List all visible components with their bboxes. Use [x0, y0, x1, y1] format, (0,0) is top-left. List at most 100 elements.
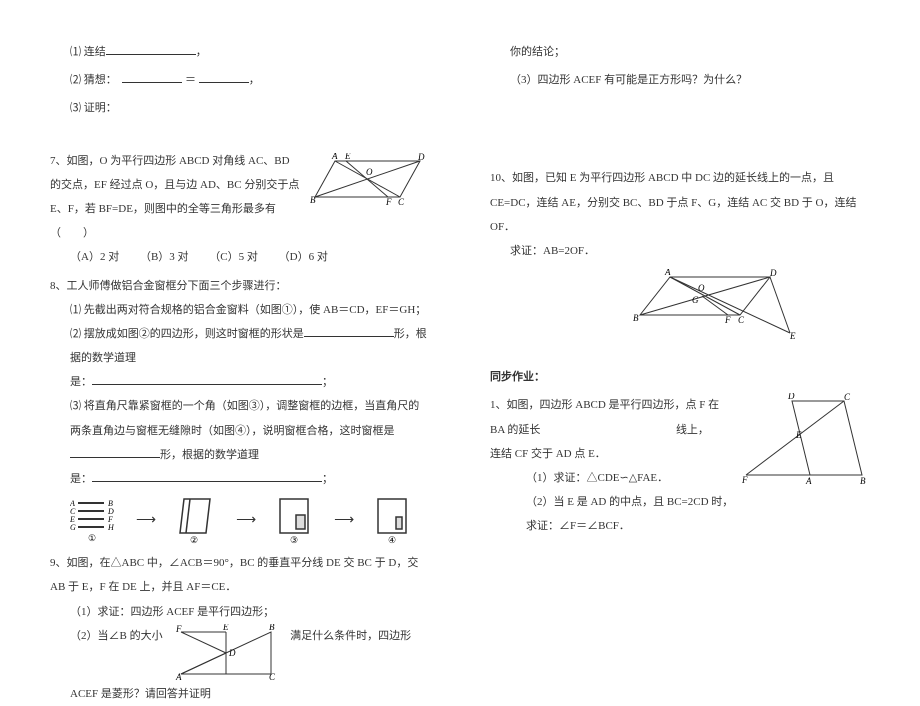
window-fig2: ②: [176, 497, 216, 545]
text: ⑴ 连结: [70, 46, 106, 58]
svg-text:C: C: [844, 393, 851, 402]
q9-cont1: 你的结论；: [490, 40, 870, 64]
hw1-diagram: D C F A B E: [740, 393, 870, 489]
text: ⑵ 摆放成如图②的四边形，则这时窗框的形状是: [70, 328, 304, 340]
choice-a: （A）2 对: [70, 251, 119, 263]
hw1-figure: D C F A B E: [740, 393, 870, 489]
homework-title: 同步作业：: [490, 365, 870, 389]
q1-part2: ⑵ 猜想： ＝ ，: [50, 68, 430, 92]
choice-c: （C）5 对: [209, 251, 258, 263]
q8-step3: ⑶ 将直角尺靠紧窗框的一个角（如图③），调整窗框的边框，当直角尺的两条直角边与窗…: [50, 394, 430, 467]
text: ；: [322, 376, 333, 388]
q8-step2: ⑵ 摆放成如图②的四边形，则这时窗框的形状是形，根据的数学道理: [50, 322, 430, 370]
blank: [199, 70, 249, 83]
arrow-icon: ⟶: [334, 506, 354, 537]
q10: 10、如图，已知 E 为平行四边形 ABCD 中 DC 边的延长线上的一点，且 …: [490, 166, 870, 345]
arrow-icon: ⟶: [136, 506, 156, 537]
text: 是：: [70, 376, 92, 388]
text: 形，根据的数学道理: [160, 449, 259, 461]
svg-text:A: A: [175, 672, 182, 682]
svg-text:O: O: [698, 283, 705, 293]
svg-text:A: A: [331, 153, 338, 161]
svg-text:G: G: [692, 295, 699, 305]
q8-step1: ⑴ 先截出两对符合规格的铝合金窗料（如图①），使 AB＝CD，EF＝GH；: [50, 298, 430, 322]
window-fig3: ③: [276, 497, 314, 545]
svg-text:E: E: [789, 331, 796, 341]
svg-text:B: B: [269, 624, 275, 632]
svg-text:④: ④: [388, 535, 396, 545]
blank: [92, 372, 322, 385]
choice-d: （D）6 对: [279, 251, 328, 263]
q10-req: 求证：AB=2OF．: [490, 239, 870, 263]
svg-text:G: G: [70, 523, 76, 532]
blank: [106, 42, 196, 55]
q9-part1: （1）求证：四边形 ACEF 是平行四边形；: [50, 600, 430, 624]
svg-text:②: ②: [190, 535, 198, 545]
q7-choices: （A）2 对 （B）3 对 （C）5 对 （D）6 对: [50, 245, 430, 269]
text: ，: [249, 74, 260, 86]
q1-part3: ⑶ 证明：: [50, 96, 430, 120]
hw1-part2: （2）当 E 是 AD 的中点，且 BC=2CD 时，: [490, 490, 870, 514]
svg-text:F: F: [741, 475, 748, 485]
q9: 9、如图，在△ABC 中，∠ACB＝90°，BC 的垂直平分线 DE 交 BC …: [50, 551, 430, 706]
svg-text:B: B: [310, 195, 316, 205]
q8-step2-line2: 是： ；: [50, 370, 430, 394]
svg-text:A: A: [805, 476, 812, 486]
q7-figure: AED BFC O: [310, 153, 430, 209]
left-column: ⑴ 连结， ⑵ 猜想： ＝ ， ⑶ 证明： AED BFC O: [50, 40, 430, 610]
svg-text:E: E: [344, 153, 351, 161]
text: 线上，: [676, 424, 709, 436]
q10-title: 10、如图，已知 E 为平行四边形 ABCD 中 DC 边的延长线上的一点，且 …: [490, 166, 870, 239]
q9-part2: （2）当∠B 的大小 FED ABC 满足什么条件时，四边形 ACEF 是菱形？…: [50, 624, 430, 706]
q9-figure: F E D A B C: [171, 624, 281, 682]
svg-text:H: H: [107, 523, 115, 532]
svg-text:F: F: [724, 315, 731, 325]
svg-text:B: B: [860, 476, 866, 486]
q8-step3-line2: 是： ；: [50, 467, 430, 491]
window-fig4: ④: [374, 497, 412, 545]
svg-text:①: ①: [88, 533, 96, 543]
window-fig1: AB CD EF GH ①: [70, 499, 116, 543]
text: ，: [196, 46, 207, 58]
text: ；: [322, 473, 333, 485]
blank: [122, 70, 182, 83]
text: 同步作业：: [490, 371, 545, 383]
svg-text:F: F: [175, 624, 182, 634]
svg-text:A: A: [664, 269, 671, 277]
blank: [70, 445, 160, 458]
svg-text:D: D: [769, 269, 777, 278]
right-column: 你的结论； （3）四边形 ACEF 有可能是正方形吗？为什么？ 10、如图，已知…: [490, 40, 870, 610]
svg-text:C: C: [738, 315, 745, 325]
q10-figure: A D B C E OG F: [490, 269, 870, 345]
svg-text:B: B: [633, 313, 639, 323]
text: ⑶ 证明：: [70, 102, 117, 114]
parallelogram-ext-diagram: A D B C E OG F: [630, 269, 800, 345]
hw1: DC FAB E 1、如图，四边形 ABCD 是平行四边形，点 F 在 BA 的…: [490, 393, 870, 538]
svg-text:D: D: [228, 648, 236, 658]
svg-text:D: D: [787, 393, 795, 401]
choice-b: （B）3 对: [140, 251, 189, 263]
svg-text:E: E: [795, 430, 802, 440]
q8-figures: AB CD EF GH ① ⟶ ② ⟶: [50, 497, 430, 545]
q8-title: 8、工人师傅做铝合金窗框分下面三个步骤进行：: [50, 274, 430, 298]
q9-cont2: （3）四边形 ACEF 有可能是正方形吗？为什么？: [490, 68, 870, 92]
svg-text:F: F: [385, 197, 392, 207]
q1-part1: ⑴ 连结 ，: [50, 40, 430, 64]
q9-title: 9、如图，在△ABC 中，∠ACB＝90°，BC 的垂直平分线 DE 交 BC …: [50, 551, 430, 599]
svg-text:C: C: [269, 672, 276, 682]
text: （2）当∠B 的大小: [70, 630, 163, 642]
blank: [92, 469, 322, 482]
hw1-part3: 求证：∠F＝∠BCF．: [490, 514, 870, 538]
svg-text:C: C: [398, 197, 405, 207]
q8: 8、工人师傅做铝合金窗框分下面三个步骤进行： ⑴ 先截出两对符合规格的铝合金窗料…: [50, 274, 430, 546]
arrow-icon: ⟶: [236, 506, 256, 537]
svg-text:③: ③: [290, 535, 298, 545]
text: ⑵ 猜想：: [70, 74, 117, 86]
text: 是：: [70, 473, 92, 485]
parallelogram-diagram: AED BFC O: [310, 153, 430, 209]
svg-text:E: E: [222, 624, 229, 632]
text: ⑶ 将直角尺靠紧窗框的一个角（如图③），调整窗框的边框，当直角尺的两条直角边与窗…: [70, 400, 419, 436]
blank: [304, 324, 394, 337]
text: ＝: [185, 74, 196, 86]
svg-text:D: D: [417, 153, 425, 162]
